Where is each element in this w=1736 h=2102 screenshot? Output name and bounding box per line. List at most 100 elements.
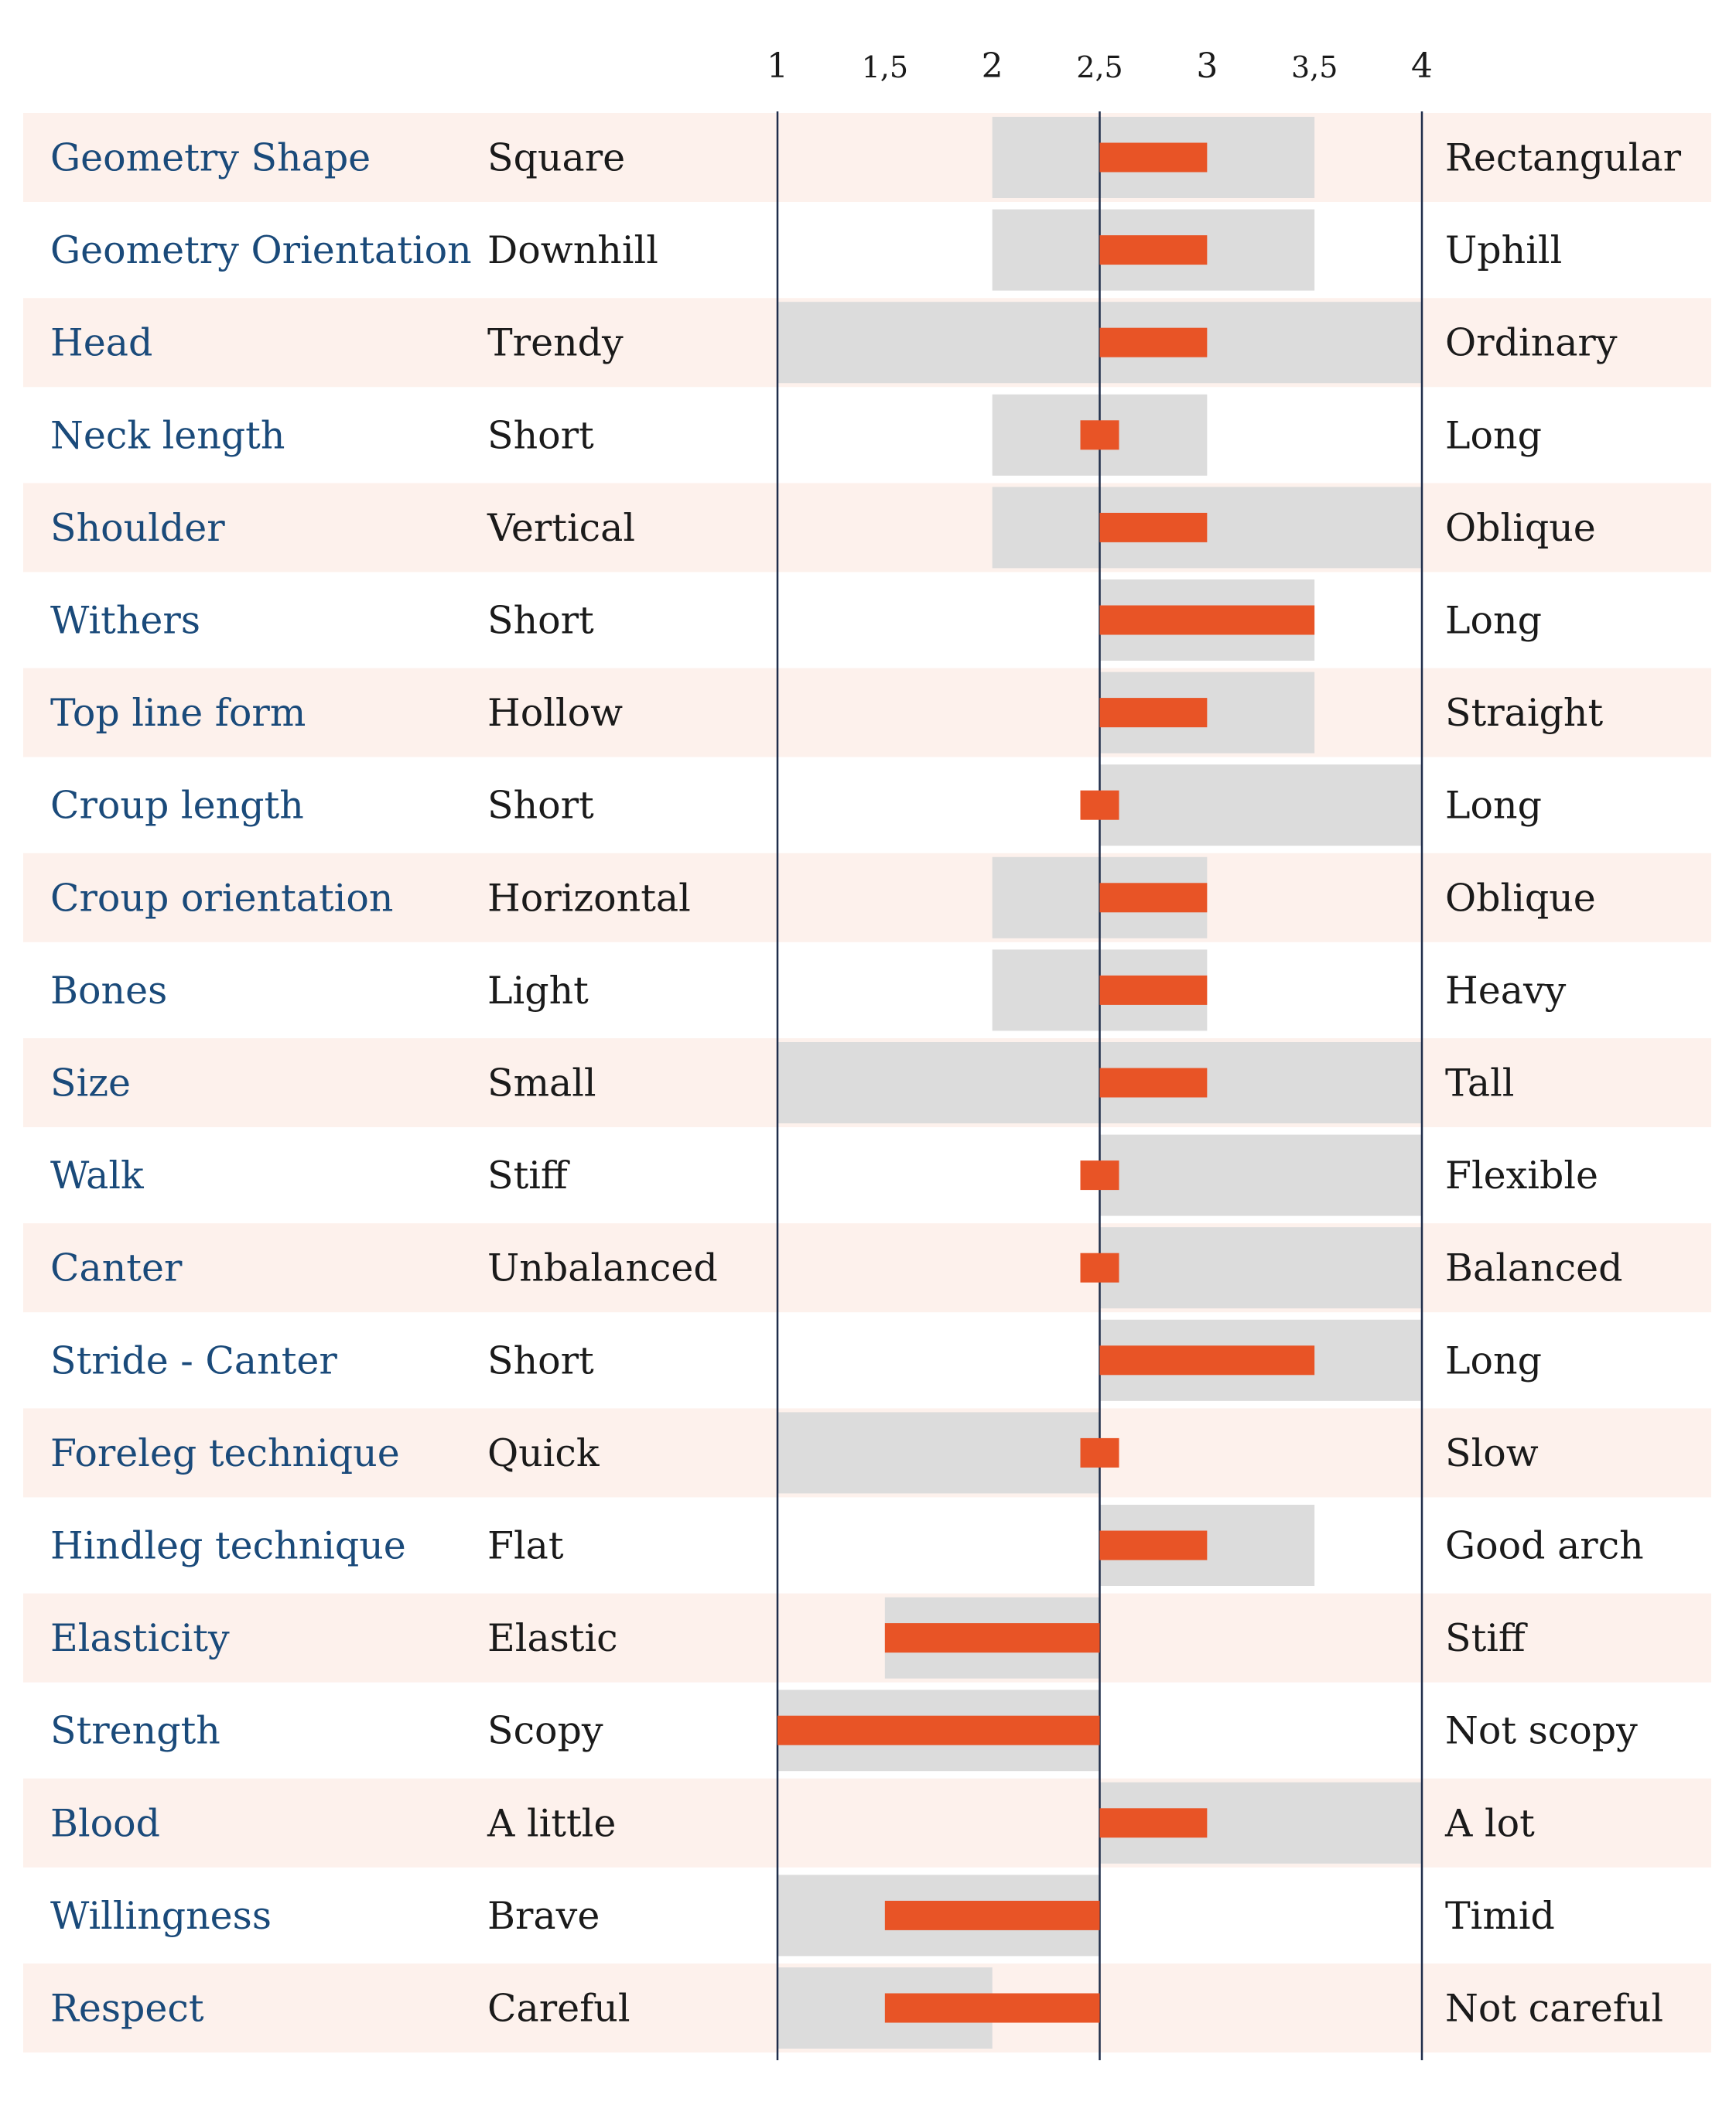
trait-label: Geometry Orientation <box>50 228 472 272</box>
low-pole-label: Square <box>487 136 625 180</box>
low-pole-label: Scopy <box>487 1709 603 1753</box>
value-bar <box>1099 512 1208 542</box>
trait-label: Elasticity <box>50 1616 230 1660</box>
low-pole-label: A little <box>487 1801 616 1845</box>
trait-label: Respect <box>50 1987 204 2031</box>
row-band <box>23 668 1711 757</box>
trait-label: Stride - Canter <box>50 1338 337 1383</box>
low-pole-label: Flat <box>487 1524 564 1568</box>
high-pole-label: Flexible <box>1445 1154 1598 1198</box>
high-pole-label: Long <box>1445 413 1542 457</box>
low-pole-label: Light <box>487 969 589 1013</box>
low-pole-label: Quick <box>487 1431 600 1475</box>
x-tick-label: 1 <box>767 46 788 86</box>
row-band <box>23 1223 1711 1313</box>
low-pole-label: Horizontal <box>487 876 691 920</box>
low-pole-label: Downhill <box>487 228 658 272</box>
value-bar <box>1099 235 1208 265</box>
trait-label: Top line form <box>50 691 306 735</box>
row-band <box>23 1778 1711 1868</box>
value-bar <box>1080 1437 1119 1468</box>
trait-label: Shoulder <box>50 506 225 550</box>
trait-label: Hindleg technique <box>50 1524 406 1568</box>
trait-label: Walk <box>50 1154 145 1198</box>
high-pole-label: Straight <box>1445 691 1603 735</box>
high-pole-label: Timid <box>1445 1894 1555 1938</box>
high-pole-label: Heavy <box>1445 969 1567 1013</box>
row-band <box>23 1593 1711 1683</box>
value-bar <box>777 1715 1100 1745</box>
high-pole-label: Balanced <box>1445 1246 1622 1290</box>
low-pole-label: Careful <box>487 1987 630 2031</box>
x-tick-label: 3,5 <box>1291 50 1338 84</box>
value-bar <box>884 1993 1100 2023</box>
high-pole-label: Uphill <box>1445 228 1562 272</box>
row-band <box>23 483 1711 572</box>
high-pole-label: Rectangular <box>1445 136 1682 180</box>
value-bar <box>1099 975 1208 1005</box>
value-bar <box>1099 1345 1315 1376</box>
low-pole-label: Hollow <box>487 691 623 735</box>
low-pole-label: Short <box>487 599 594 643</box>
high-pole-label: Tall <box>1445 1061 1514 1106</box>
high-pole-label: Ordinary <box>1445 321 1618 365</box>
high-pole-label: Not careful <box>1445 1987 1663 2031</box>
value-bar <box>1099 1808 1208 1838</box>
x-tick-label: 1,5 <box>862 50 908 84</box>
high-pole-label: Good arch <box>1445 1524 1644 1568</box>
trait-label: Bones <box>50 969 167 1013</box>
value-bar <box>884 1623 1100 1653</box>
high-pole-label: A lot <box>1444 1801 1535 1845</box>
value-bar <box>1099 1068 1208 1098</box>
high-pole-label: Oblique <box>1445 506 1596 550</box>
trait-label: Blood <box>50 1801 160 1845</box>
range-bar <box>777 1412 1100 1494</box>
trait-label: Geometry Shape <box>50 136 371 180</box>
row-band <box>23 853 1711 942</box>
x-tick-labels: 1 1,5 2 2,5 3 3,5 4 <box>767 46 1433 86</box>
low-pole-label: Trendy <box>487 321 624 365</box>
low-pole-label: Unbalanced <box>487 1246 718 1290</box>
x-tick-label: 3 <box>1196 46 1218 86</box>
value-bar <box>1080 1160 1119 1191</box>
trait-label: Croup orientation <box>50 876 393 920</box>
trait-label: Withers <box>50 599 200 643</box>
low-pole-label: Short <box>487 784 594 828</box>
value-bar <box>1099 883 1208 913</box>
x-tick-label: 2,5 <box>1076 50 1123 84</box>
low-pole-label: Small <box>487 1061 596 1106</box>
high-pole-label: Long <box>1445 599 1542 643</box>
low-pole-label: Stiff <box>487 1154 570 1198</box>
range-bar <box>1099 764 1422 846</box>
range-bar <box>1099 1227 1422 1309</box>
high-pole-label: Slow <box>1445 1431 1539 1475</box>
high-pole-label: Not scopy <box>1445 1709 1638 1753</box>
low-pole-label: Vertical <box>487 506 635 550</box>
value-bar <box>1099 327 1208 357</box>
trait-label: Canter <box>50 1246 183 1290</box>
row-band <box>23 113 1711 202</box>
x-tick-label: 2 <box>982 46 1003 86</box>
high-pole-label: Long <box>1445 784 1542 828</box>
value-bar <box>1099 698 1208 728</box>
high-pole-label: Long <box>1445 1338 1542 1383</box>
low-pole-label: Elastic <box>487 1616 618 1660</box>
low-pole-label: Short <box>487 1338 594 1383</box>
high-pole-label: Oblique <box>1445 876 1596 920</box>
trait-label: Size <box>50 1061 131 1106</box>
low-pole-label: Short <box>487 413 594 457</box>
trait-label: Croup length <box>50 784 304 828</box>
value-bar <box>884 1900 1100 1930</box>
trait-label: Foreleg technique <box>50 1431 400 1475</box>
value-bar <box>1080 790 1119 820</box>
trait-label: Neck length <box>50 413 285 457</box>
range-bar <box>1099 1134 1422 1216</box>
value-bar <box>1099 1530 1208 1560</box>
high-pole-label: Stiff <box>1445 1616 1528 1660</box>
trait-label: Strength <box>50 1709 220 1753</box>
x-tick-label: 4 <box>1411 46 1433 86</box>
value-bar <box>1099 142 1208 173</box>
value-bars <box>777 142 1315 2023</box>
trait-label: Head <box>50 321 152 365</box>
